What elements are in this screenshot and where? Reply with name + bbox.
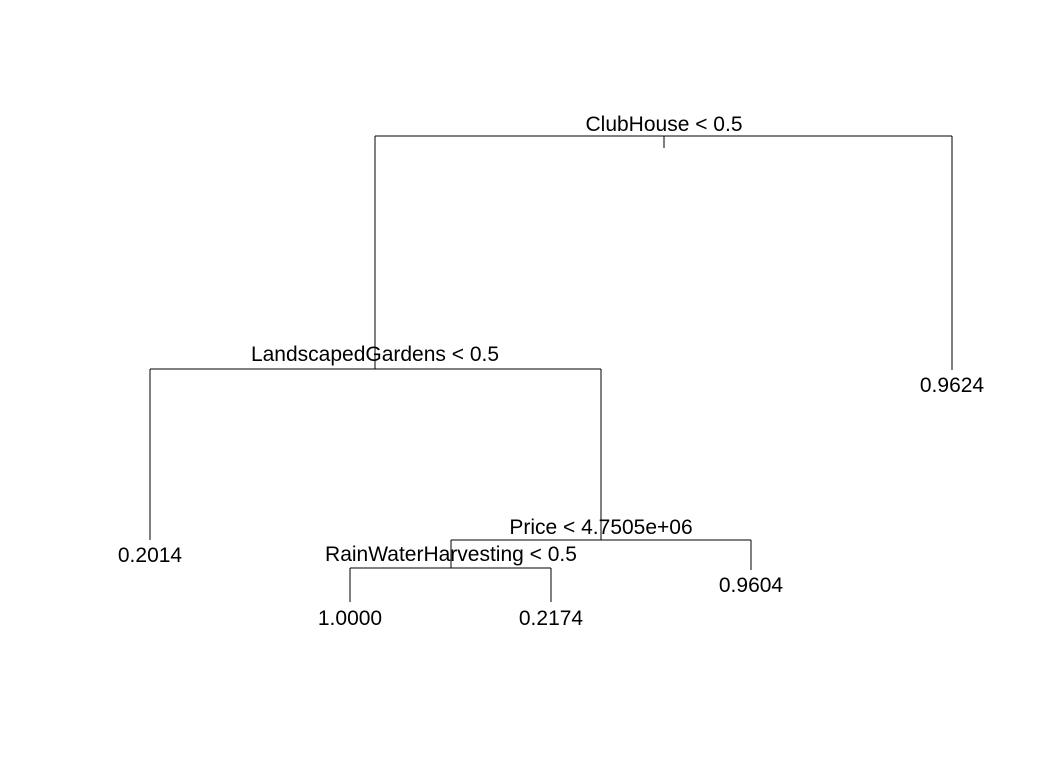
split-price: Price < 4.7505e+06 <box>450 516 752 570</box>
leaf-label-0-9624: 0.9624 <box>920 374 985 397</box>
root-split-label: ClubHouse < 0.5 <box>585 113 742 136</box>
split-root: ClubHouse < 0.5 <box>374 113 953 370</box>
leaf-label-0-2174: 0.2174 <box>519 607 584 630</box>
leaf-label-0-9604: 0.9604 <box>719 574 784 597</box>
split-landscaped-gardens: LandscapedGardens < 0.5 <box>149 343 602 540</box>
landscaped-split-label: LandscapedGardens < 0.5 <box>251 343 499 366</box>
split-rainwater-harvesting: RainWaterHarvesting < 0.5 <box>325 543 577 602</box>
price-split-label: Price < 4.7505e+06 <box>509 516 692 539</box>
rainwater-split-label: RainWaterHarvesting < 0.5 <box>325 543 577 566</box>
leaf-label-0-2014: 0.2014 <box>118 544 183 567</box>
leaf-label-1-0000: 1.0000 <box>318 607 382 630</box>
